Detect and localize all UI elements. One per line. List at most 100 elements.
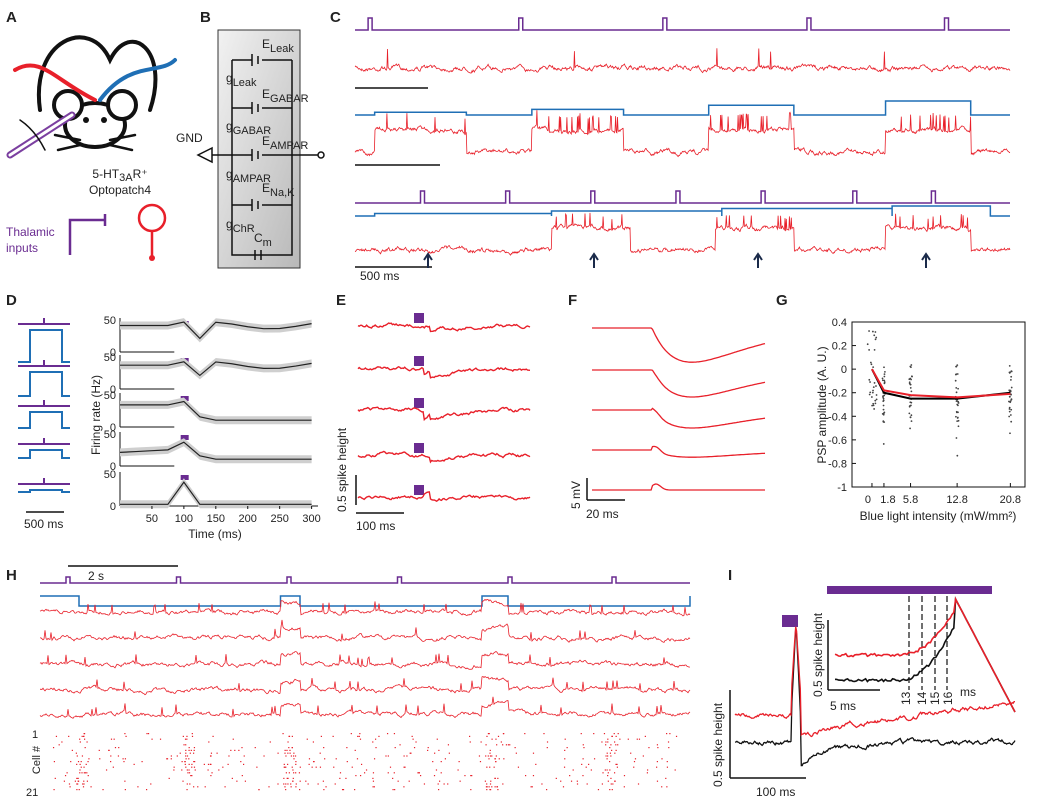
spike-tick <box>317 783 319 785</box>
spike-tick <box>181 769 183 771</box>
spike-tick <box>322 780 324 782</box>
spike-tick <box>563 766 566 768</box>
stim-trace <box>355 190 1010 204</box>
y-tick-label: 50 <box>104 469 116 481</box>
spike-tick <box>562 786 565 788</box>
trial-point <box>883 375 886 378</box>
spike-tick <box>52 747 55 749</box>
spike-tick <box>285 783 287 785</box>
spike-tick <box>137 786 139 788</box>
spike-tick <box>185 758 187 760</box>
spike-tick <box>479 761 482 763</box>
spike-tick <box>298 772 301 774</box>
trial-point <box>872 404 875 407</box>
spike-tick <box>564 758 566 760</box>
spike-tick <box>256 766 258 768</box>
spike-tick <box>320 735 322 737</box>
spike-tick <box>633 766 635 768</box>
spike-tick <box>66 772 68 774</box>
x-tick-label: 0 <box>865 494 871 506</box>
spike-tick <box>76 777 78 779</box>
spike-tick <box>346 747 348 749</box>
spike-tick <box>173 766 175 768</box>
spike-tick <box>187 772 189 774</box>
spike-tick <box>602 772 604 774</box>
plot-frame <box>851 321 1026 488</box>
spike-tick <box>184 761 186 763</box>
spike-tick <box>204 786 206 788</box>
trial-point <box>873 408 876 410</box>
trial-point <box>955 386 958 389</box>
spike-tick <box>588 763 590 765</box>
spike-tick <box>409 752 411 754</box>
spike-tick <box>566 747 568 749</box>
arrow <box>753 252 763 268</box>
spike-tick <box>269 741 271 743</box>
panel-label: E <box>336 292 346 309</box>
inset-tick: 14 <box>915 691 929 705</box>
spike-tick <box>289 749 291 751</box>
spike-tick <box>323 789 325 791</box>
spike-tick <box>166 758 168 760</box>
spike-tick <box>277 752 279 754</box>
stim-trace <box>40 595 691 607</box>
spike-tick <box>410 752 412 754</box>
trial-point <box>872 402 875 405</box>
spike-tick <box>222 766 224 768</box>
spike-tick <box>615 744 617 746</box>
stim-marker <box>782 615 798 627</box>
spike-tick <box>496 744 498 746</box>
spike-tick <box>604 769 606 771</box>
spike-tick <box>487 733 490 735</box>
spike-tick <box>447 744 450 746</box>
mean-rate <box>120 361 312 377</box>
spike-tick <box>610 744 612 746</box>
spike-tick <box>491 786 493 788</box>
spike-tick <box>76 763 78 765</box>
trial-point <box>874 331 877 333</box>
y-tick-label: -0.4 <box>828 411 847 423</box>
spike-tick <box>532 775 535 777</box>
spike-tick <box>305 780 307 782</box>
spike-tick <box>412 738 414 740</box>
spike-tick <box>613 733 615 735</box>
spike-tick <box>68 735 70 737</box>
spike-tick <box>133 763 135 765</box>
spike-tick <box>183 744 185 746</box>
spike-tick <box>406 755 408 757</box>
circuit-label: Cm <box>254 231 272 249</box>
spike-tick <box>123 761 125 763</box>
spike-tick <box>613 741 616 743</box>
spike-tick <box>294 755 297 757</box>
spike-tick <box>159 738 162 740</box>
spike-tick <box>493 766 495 768</box>
spike-tick <box>365 769 368 771</box>
cell-type-sub: 3A <box>119 172 133 184</box>
stim-marker <box>180 435 189 440</box>
spike-tick <box>308 763 310 765</box>
spike-tick <box>494 786 496 788</box>
spike-tick <box>387 755 389 757</box>
spike-tick <box>86 741 88 743</box>
spike-tick <box>282 733 284 735</box>
trial-point <box>1010 420 1013 423</box>
trial-point <box>955 400 958 402</box>
circuit <box>196 54 325 260</box>
spike-tick <box>399 744 401 746</box>
spike-tick <box>502 783 504 785</box>
spike-tick <box>623 775 626 777</box>
trial-point <box>957 387 959 390</box>
panel-label: F <box>568 292 577 309</box>
spike-tick <box>582 744 584 746</box>
y-tick-label: 0 <box>110 501 116 513</box>
mean-rate <box>119 441 312 460</box>
trial-point <box>875 336 878 339</box>
trace <box>39 675 691 696</box>
trial-point <box>956 416 959 419</box>
subscript: m <box>263 237 272 249</box>
spike-tick <box>603 733 606 735</box>
stim-marker <box>180 475 189 480</box>
trial-point <box>909 365 912 368</box>
spike-tick <box>607 772 609 774</box>
spike-tick <box>75 752 77 754</box>
